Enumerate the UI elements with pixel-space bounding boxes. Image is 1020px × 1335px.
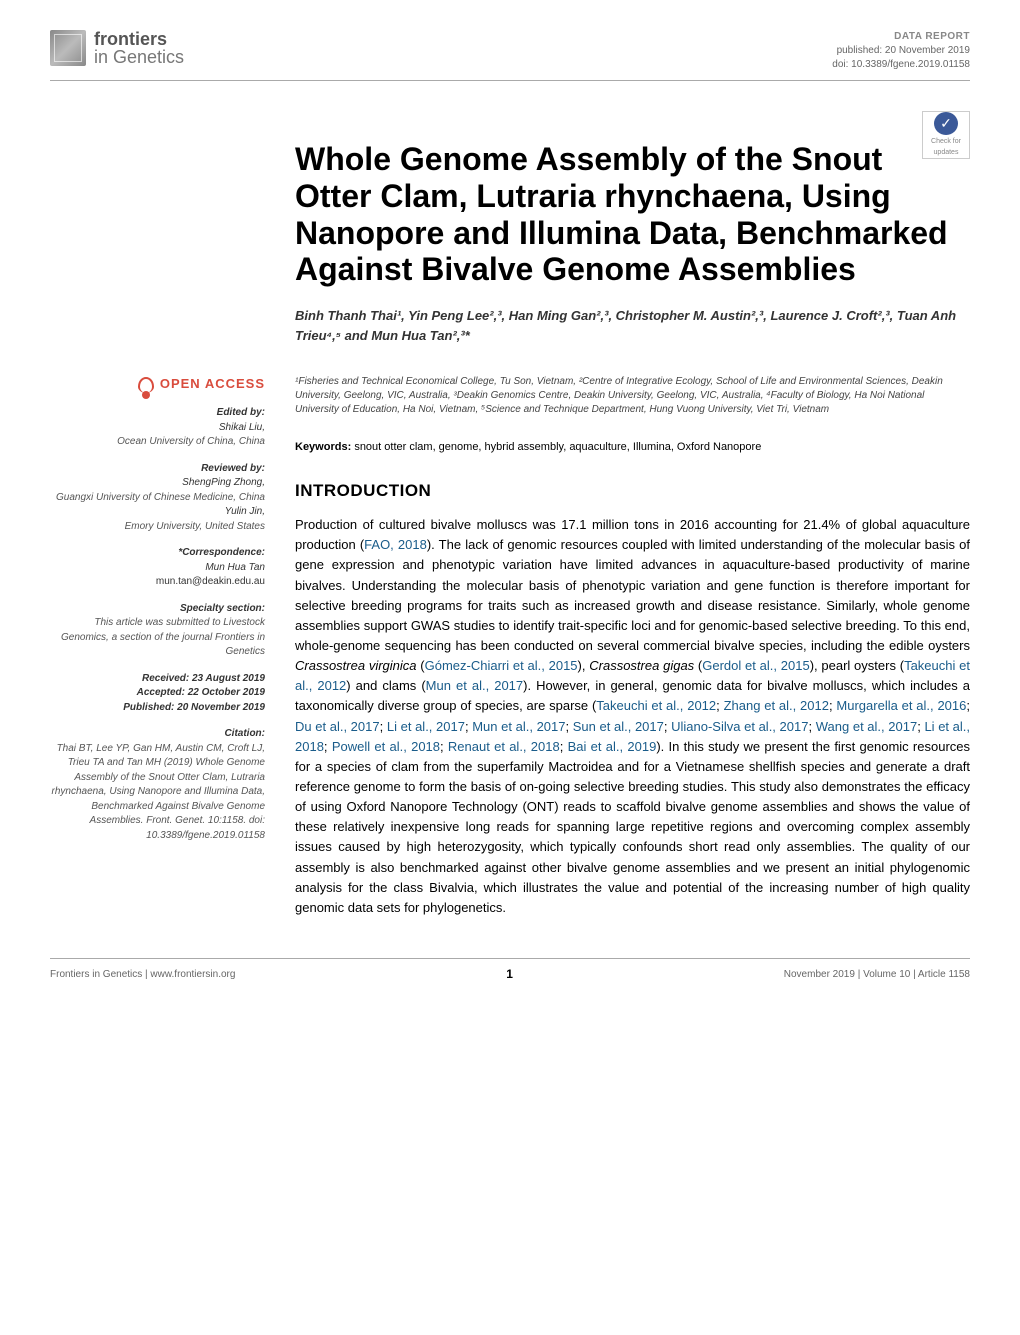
ref-link[interactable]: Renaut et al., 2018 — [448, 739, 560, 754]
published-date-sidebar: Published: 20 November 2019 — [50, 701, 265, 716]
ref-link[interactable]: Uliano-Silva et al., 2017 — [671, 719, 808, 734]
text: ; — [966, 698, 970, 713]
ref-link[interactable]: Murgarella et al., 2016 — [836, 698, 966, 713]
reviewer1-name: ShengPing Zhong, — [50, 476, 265, 491]
specialty-body: This article was submitted to Livestock … — [50, 616, 265, 660]
reviewed-by-block: Reviewed by: ShengPing Zhong, Guangxi Un… — [50, 462, 265, 535]
ref-link[interactable]: FAO, 2018 — [364, 537, 427, 552]
correspondent-email[interactable]: mun.tan@deakin.edu.au — [156, 576, 265, 587]
text: ), — [578, 658, 590, 673]
doi-link[interactable]: doi: 10.3389/fgene.2019.01158 — [832, 59, 970, 70]
badge-line1: Check for — [931, 137, 961, 148]
open-access-label: OPEN ACCESS — [50, 375, 265, 394]
citation-body: Thai BT, Lee YP, Gan HM, Austin CM, Crof… — [50, 742, 265, 844]
text: ; — [716, 698, 723, 713]
footer-right: November 2019 | Volume 10 | Article 1158 — [784, 967, 970, 982]
species-name: Crassostrea virginica — [295, 658, 417, 673]
page-header: frontiers in Genetics DATA REPORT publis… — [50, 30, 970, 72]
keywords-label: Keywords: — [295, 441, 351, 453]
badge-line2: updates — [934, 148, 959, 159]
ref-link[interactable]: Li et al., 2017 — [387, 719, 465, 734]
reviewer1-affiliation: Guangxi University of Chinese Medicine, … — [50, 491, 265, 506]
editor-name: Shikai Liu, — [50, 421, 265, 436]
text: ( — [417, 658, 425, 673]
text: ; — [440, 739, 448, 754]
section-heading-introduction: INTRODUCTION — [295, 478, 970, 504]
keywords-line: Keywords: snout otter clam, genome, hybr… — [295, 439, 970, 456]
reviewer2-affiliation: Emory University, United States — [50, 520, 265, 535]
citation-block: Citation: Thai BT, Lee YP, Gan HM, Austi… — [50, 727, 265, 843]
edited-by-block: Edited by: Shikai Liu, Ocean University … — [50, 406, 265, 450]
header-divider — [50, 80, 970, 81]
text: ; — [380, 719, 387, 734]
dates-block: Received: 23 August 2019 Accepted: 22 Oc… — [50, 672, 265, 716]
specialty-header: Specialty section: — [50, 602, 265, 617]
sidebar: OPEN ACCESS Edited by: Shikai Liu, Ocean… — [50, 375, 265, 918]
ref-link[interactable]: Mun et al., 2017 — [472, 719, 565, 734]
reviewer2-name: Yulin Jin, — [50, 505, 265, 520]
text: ) and clams ( — [346, 678, 425, 693]
text: ). In this study we present the first ge… — [295, 739, 970, 915]
footer-left[interactable]: Frontiers in Genetics | www.frontiersin.… — [50, 967, 235, 982]
citation-header: Citation: — [50, 727, 265, 742]
article-meta: DATA REPORT published: 20 November 2019 … — [832, 30, 970, 72]
text: ; — [808, 719, 815, 734]
page-number: 1 — [506, 965, 513, 983]
correspondence-block: *Correspondence: Mun Hua Tan mun.tan@dea… — [50, 546, 265, 590]
check-updates-badge[interactable]: ✓ Check for updates — [922, 111, 970, 159]
ref-link[interactable]: Du et al., 2017 — [295, 719, 380, 734]
checkmark-icon: ✓ — [934, 112, 958, 135]
keywords-text: snout otter clam, genome, hybrid assembl… — [354, 441, 761, 453]
logo-line1: frontiers — [94, 30, 184, 48]
ref-link[interactable]: Gómez-Chiarri et al., 2015 — [425, 658, 578, 673]
text: ), pearl oysters ( — [810, 658, 904, 673]
editor-affiliation: Ocean University of China, China — [50, 435, 265, 450]
journal-logo: frontiers in Genetics — [50, 30, 184, 66]
ref-link[interactable]: Gerdol et al., 2015 — [702, 658, 809, 673]
article-type: DATA REPORT — [832, 30, 970, 44]
open-access-icon — [138, 377, 154, 393]
open-access-text: OPEN ACCESS — [160, 375, 265, 394]
ref-link[interactable]: Zhang et al., 2012 — [724, 698, 829, 713]
received-date: Received: 23 August 2019 — [50, 672, 265, 687]
text: ). The lack of genomic resources coupled… — [295, 537, 970, 653]
text: ; — [324, 739, 332, 754]
ref-link[interactable]: Sun et al., 2017 — [573, 719, 664, 734]
specialty-block: Specialty section: This article was subm… — [50, 602, 265, 660]
published-date: published: 20 November 2019 — [832, 44, 970, 58]
reviewed-by-header: Reviewed by: — [50, 462, 265, 477]
ref-link[interactable]: Wang et al., 2017 — [816, 719, 917, 734]
main-column: ¹Fisheries and Technical Economical Coll… — [295, 375, 970, 918]
logo-line2: in Genetics — [94, 48, 184, 66]
text: ; — [566, 719, 573, 734]
edited-by-header: Edited by: — [50, 406, 265, 421]
author-list: Binh Thanh Thai¹, Yin Peng Lee²,³, Han M… — [295, 306, 970, 345]
page-footer: Frontiers in Genetics | www.frontiersin.… — [50, 958, 970, 983]
correspondent-name: Mun Hua Tan — [50, 561, 265, 576]
ref-link[interactable]: Bai et al., 2019 — [568, 739, 657, 754]
ref-link[interactable]: Powell et al., 2018 — [332, 739, 440, 754]
ref-link[interactable]: Mun et al., 2017 — [426, 678, 523, 693]
affiliations: ¹Fisheries and Technical Economical Coll… — [295, 375, 970, 417]
introduction-paragraph: Production of cultured bivalve molluscs … — [295, 515, 970, 918]
species-name: Crassostrea gigas — [589, 658, 694, 673]
correspondence-header: *Correspondence: — [50, 546, 265, 561]
ref-link[interactable]: Takeuchi et al., 2012 — [596, 698, 716, 713]
accepted-date: Accepted: 22 October 2019 — [50, 686, 265, 701]
logo-cube-icon — [50, 30, 86, 66]
article-title: Whole Genome Assembly of the Snout Otter… — [295, 141, 970, 288]
text: ; — [560, 739, 568, 754]
